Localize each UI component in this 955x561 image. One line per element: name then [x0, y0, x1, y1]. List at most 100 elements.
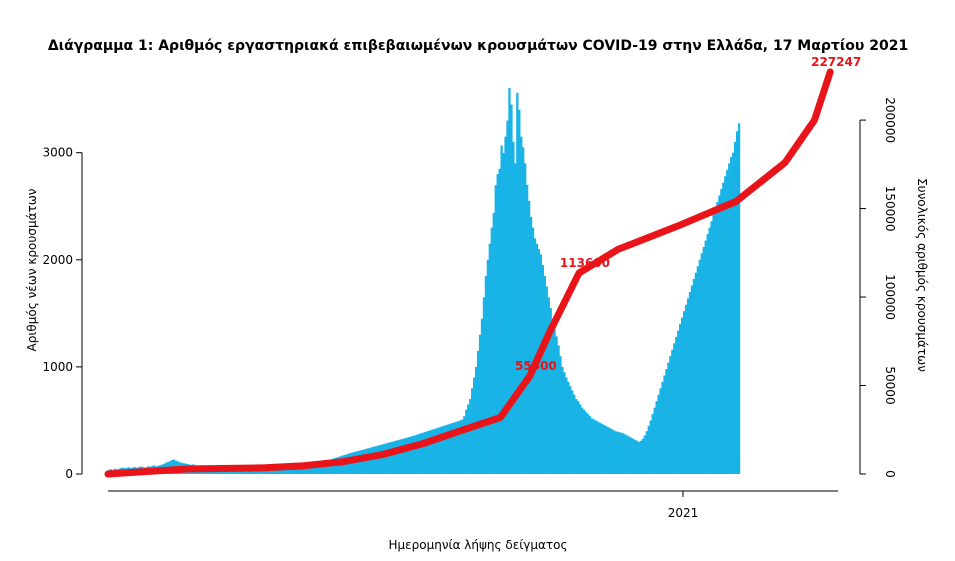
bar [249, 469, 252, 474]
bar [620, 432, 623, 474]
bar [414, 435, 417, 474]
bar [626, 435, 629, 474]
bar [728, 163, 731, 474]
bar [651, 414, 654, 474]
bar [484, 275, 488, 474]
bar [380, 444, 384, 474]
bar [410, 436, 413, 474]
bar [698, 259, 701, 474]
bar [476, 350, 480, 474]
bar [567, 381, 570, 474]
cumulative-annotation: 55500 [515, 359, 557, 373]
bar [624, 434, 627, 474]
bar [266, 469, 270, 474]
bar [604, 425, 607, 474]
bar [618, 432, 621, 474]
bar [268, 469, 272, 474]
bar [661, 381, 664, 474]
bar [463, 416, 466, 474]
bar [524, 163, 527, 474]
bar [276, 468, 280, 474]
bar [586, 414, 590, 474]
bar [241, 469, 244, 474]
bar [451, 423, 454, 474]
bar [257, 469, 260, 474]
y-axis-label: Αριθμός νέων κρουσμάτων [25, 188, 39, 351]
bar [480, 318, 484, 474]
bar [577, 401, 580, 474]
bar [367, 448, 370, 474]
bar [406, 437, 409, 474]
y-tick-label: 0 [65, 467, 73, 481]
bar [508, 88, 511, 474]
bar [730, 156, 733, 474]
bar [682, 311, 686, 474]
bar [708, 227, 711, 474]
bar [547, 297, 550, 474]
bar [732, 152, 735, 474]
bar [704, 240, 707, 474]
bar [263, 469, 266, 474]
bar [469, 399, 472, 474]
bar [573, 394, 576, 474]
cumulative-annotation: 227247 [811, 55, 861, 69]
bar [421, 432, 425, 474]
bar [696, 266, 700, 474]
bar [425, 431, 429, 474]
bar [488, 243, 492, 474]
bar [710, 221, 713, 474]
chart-title: Διάγραμμα 1: Αριθμός εργαστηριακά επιβεβ… [48, 38, 908, 54]
bar [259, 469, 262, 474]
bar [416, 434, 419, 474]
bar [439, 426, 442, 474]
bar [622, 433, 625, 474]
bar [308, 465, 311, 474]
bar [492, 212, 495, 474]
bar [649, 420, 652, 474]
bar [368, 447, 372, 474]
bar [663, 375, 666, 474]
bar [669, 356, 672, 474]
bar [290, 467, 293, 474]
bar [286, 468, 289, 474]
bar [482, 297, 486, 474]
bar [555, 336, 558, 474]
bar [592, 419, 596, 474]
x-tick-label: 2021 [668, 506, 699, 520]
bar [575, 399, 578, 474]
cumulative-annotation: 113600 [560, 256, 610, 270]
bar [502, 153, 505, 475]
bar [441, 426, 444, 474]
bar [498, 168, 501, 474]
bar [543, 275, 546, 474]
bar [478, 334, 482, 474]
y2-tick-label: 100000 [883, 274, 897, 320]
bar [239, 469, 242, 474]
bar [688, 291, 692, 474]
bar [321, 461, 325, 474]
bar [506, 120, 509, 475]
bar [372, 446, 376, 474]
bar [378, 445, 382, 474]
bar [706, 234, 709, 474]
bar [600, 423, 603, 474]
bar [310, 464, 313, 474]
bar [437, 427, 440, 474]
bar [655, 401, 658, 474]
bar [316, 463, 319, 474]
bar [302, 466, 305, 474]
bar [429, 430, 433, 474]
bar [374, 446, 378, 474]
bar [653, 407, 656, 474]
bar [365, 448, 368, 474]
bar [684, 304, 688, 474]
bar [325, 460, 329, 474]
bar [565, 377, 568, 474]
bar [433, 428, 437, 474]
bar [388, 442, 391, 474]
bar [659, 388, 662, 474]
bar [274, 469, 278, 474]
bar [420, 433, 423, 474]
bar [527, 200, 531, 474]
